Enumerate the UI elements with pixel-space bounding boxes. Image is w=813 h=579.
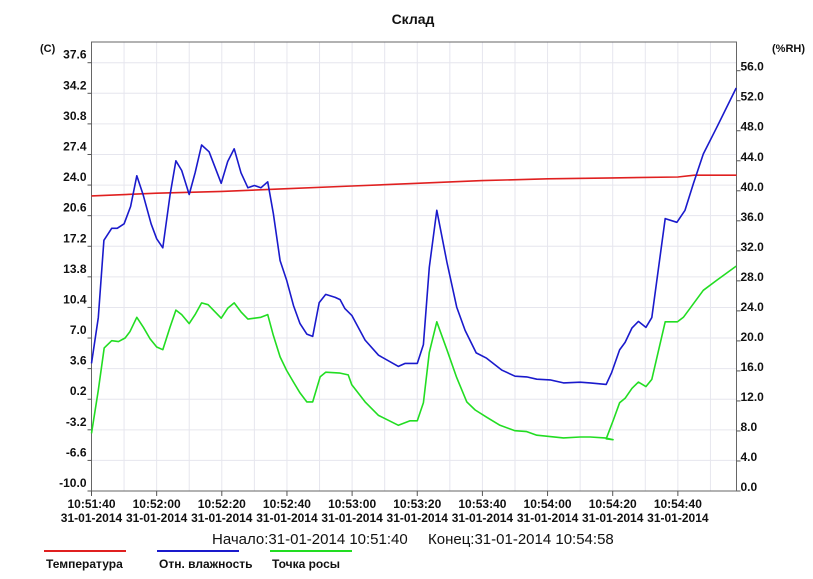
x-tick-date: 31-01-2014 xyxy=(582,511,644,525)
left-tick-label: -3.2 xyxy=(66,415,87,429)
left-axis: 37.6 34.2 30.8 27.4 24.0 20.6 17.2 13.8 10.4 7.0 3… xyxy=(59,48,92,492)
right-tick-label: 0.0 xyxy=(741,480,758,494)
legend-label-temperature: Температура xyxy=(46,557,123,571)
x-tick-time: 10:54:00 xyxy=(524,497,572,511)
x-tick-date: 31-01-2014 xyxy=(126,511,188,525)
left-tick-label: 10.4 xyxy=(63,292,87,306)
right-tick-label: 32.0 xyxy=(741,240,765,254)
x-tick-time: 10:54:20 xyxy=(589,497,637,511)
right-tick-label: 16.0 xyxy=(741,360,765,374)
legend: Температура Отн. влажность Точка росы xyxy=(44,550,352,571)
x-tick-time: 10:52:00 xyxy=(133,497,181,511)
x-tick-date: 31-01-2014 xyxy=(191,511,253,525)
right-tick-label: 20.0 xyxy=(741,330,765,344)
plot-area xyxy=(91,41,737,492)
left-tick-label: 3.6 xyxy=(70,354,87,368)
x-tick-time: 10:52:40 xyxy=(263,497,311,511)
x-tick-time: 10:53:00 xyxy=(328,497,376,511)
right-tick-label: 44.0 xyxy=(741,150,765,164)
left-tick-label: 30.8 xyxy=(63,109,87,123)
right-tick-label: 52.0 xyxy=(741,90,765,104)
start-time: Начало:31-01-2014 10:51:40 xyxy=(212,531,408,548)
x-tick-date: 31-01-2014 xyxy=(452,511,514,525)
right-tick-label: 4.0 xyxy=(741,450,758,464)
x-tick-date: 31-01-2014 xyxy=(61,511,123,525)
left-tick-label: 17.2 xyxy=(63,231,87,245)
legend-label-humidity: Отн. влажность xyxy=(159,557,253,571)
right-tick-label: 56.0 xyxy=(741,60,765,74)
left-tick-label: 7.0 xyxy=(70,323,87,337)
x-tick-date: 31-01-2014 xyxy=(256,511,318,525)
x-tick-date: 31-01-2014 xyxy=(321,511,383,525)
left-tick-label: 20.6 xyxy=(63,201,87,215)
x-tick-date: 31-01-2014 xyxy=(647,511,709,525)
x-tick-time: 10:52:20 xyxy=(198,497,246,511)
right-tick-label: 12.0 xyxy=(741,390,765,404)
end-time: Конец:31-01-2014 10:54:58 xyxy=(428,531,614,548)
left-tick-label: 37.6 xyxy=(63,48,87,62)
dew-point-line xyxy=(90,265,737,441)
left-tick-label: 24.0 xyxy=(63,170,87,184)
left-tick-label: 27.4 xyxy=(63,139,87,153)
grid xyxy=(91,42,737,491)
chart-title: Склад xyxy=(392,11,435,27)
x-tick-time: 10:53:20 xyxy=(393,497,441,511)
right-axis-label: (%RH) xyxy=(772,43,805,55)
humidity-line xyxy=(90,87,737,386)
x-tick-time: 10:53:40 xyxy=(458,497,506,511)
left-tick-label: 34.2 xyxy=(63,78,87,92)
right-tick-label: 48.0 xyxy=(741,120,765,134)
left-tick-label: 13.8 xyxy=(63,262,87,276)
legend-label-dew-point: Точка росы xyxy=(272,557,340,571)
x-tick-time: 10:54:40 xyxy=(654,497,702,511)
left-tick-label: -6.6 xyxy=(66,445,87,459)
x-tick-time: 10:51:40 xyxy=(67,497,115,511)
right-tick-label: 24.0 xyxy=(741,300,765,314)
temperature-line xyxy=(91,174,737,197)
left-tick-label: -10.0 xyxy=(59,476,87,490)
right-tick-label: 8.0 xyxy=(741,420,758,434)
right-axis: 56.0 52.0 48.0 44.0 40.0 36.0 32.0 28.0 24.0 20.0… xyxy=(736,60,765,494)
x-tick-date: 31-01-2014 xyxy=(517,511,579,525)
left-tick-label: 0.2 xyxy=(70,384,87,398)
x-axis: 10:51:4031-01-201410:52:0031-01-201410:5… xyxy=(61,491,709,525)
left-axis-label: (C) xyxy=(40,43,56,55)
right-tick-label: 36.0 xyxy=(741,210,765,224)
right-tick-label: 40.0 xyxy=(741,180,765,194)
x-tick-date: 31-01-2014 xyxy=(387,511,449,525)
series-lines xyxy=(90,87,737,441)
right-tick-label: 28.0 xyxy=(741,270,765,284)
